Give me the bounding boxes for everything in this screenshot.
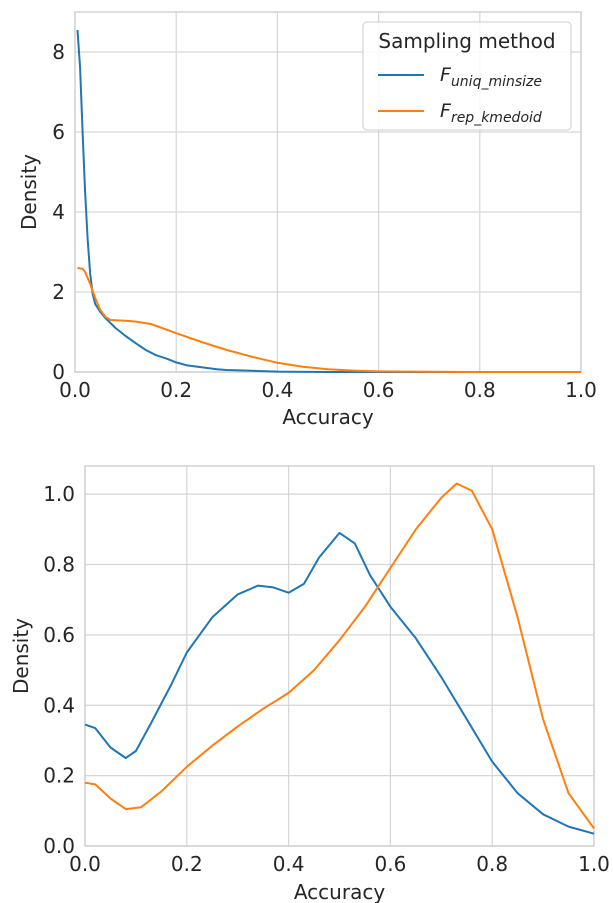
y-tick-label: 0.6	[43, 623, 75, 647]
x-tick-label: 0.6	[374, 852, 406, 876]
x-tick-label: 0.0	[69, 852, 101, 876]
x-tick-label: 0.0	[59, 378, 91, 402]
plot-frame	[84, 465, 595, 847]
x-tick-label: 0.8	[464, 378, 496, 402]
x-tick-label: 0.4	[273, 852, 305, 876]
legend: Sampling method Funiq_minsize Frep_kmedoid	[362, 21, 572, 131]
legend-box	[362, 21, 572, 131]
chart-1: 0.0 0.2 0.4 0.6 0.8 1.0 0 2 4 6 8 Accuracy Density Sa…	[17, 11, 597, 429]
y-tick-label: 1.0	[43, 482, 75, 506]
y-tick-label: 0.8	[43, 553, 75, 577]
x-tick-label: 0.2	[160, 378, 192, 402]
chart-2: 0.0 0.2 0.4 0.6 0.8 1.0 0.0 0.2 0.4 0.6 0.8 1.0 Accu…	[9, 465, 610, 903]
legend-entry-label: Frep_kmedoid	[440, 100, 542, 126]
x-tick-label: 0.2	[171, 852, 203, 876]
x-tick-label: 0.6	[363, 378, 395, 402]
x-axis-label: Accuracy	[294, 880, 385, 903]
series-line-uniq-minsize	[76, 29, 581, 373]
series-line-uniq-minsize	[84, 531, 595, 835]
y-tick-label: 0	[52, 360, 65, 384]
y-tick-label: 2	[52, 280, 65, 304]
y-tick-label: 4	[52, 200, 65, 224]
series-line-rep-kmedoid	[84, 482, 595, 829]
x-tick-label: 1.0	[578, 852, 610, 876]
x-tick-label: 0.8	[476, 852, 508, 876]
x-axis-label: Accuracy	[282, 405, 373, 429]
y-tick-label: 0.0	[43, 834, 75, 858]
y-tick-label: 0.4	[43, 693, 75, 717]
y-axis-label: Density	[17, 154, 41, 230]
x-tick-label: 0.4	[261, 378, 293, 402]
legend-title: Sampling method	[378, 29, 555, 53]
y-tick-label: 8	[52, 40, 65, 64]
x-tick-label: 1.0	[565, 378, 597, 402]
y-axis-label: Density	[9, 618, 33, 694]
y-tick-label: 0.2	[43, 764, 75, 788]
series-line-rep-kmedoid	[77, 267, 581, 373]
y-tick-label: 6	[52, 120, 65, 144]
legend-entry-label: Funiq_minsize	[440, 64, 542, 90]
